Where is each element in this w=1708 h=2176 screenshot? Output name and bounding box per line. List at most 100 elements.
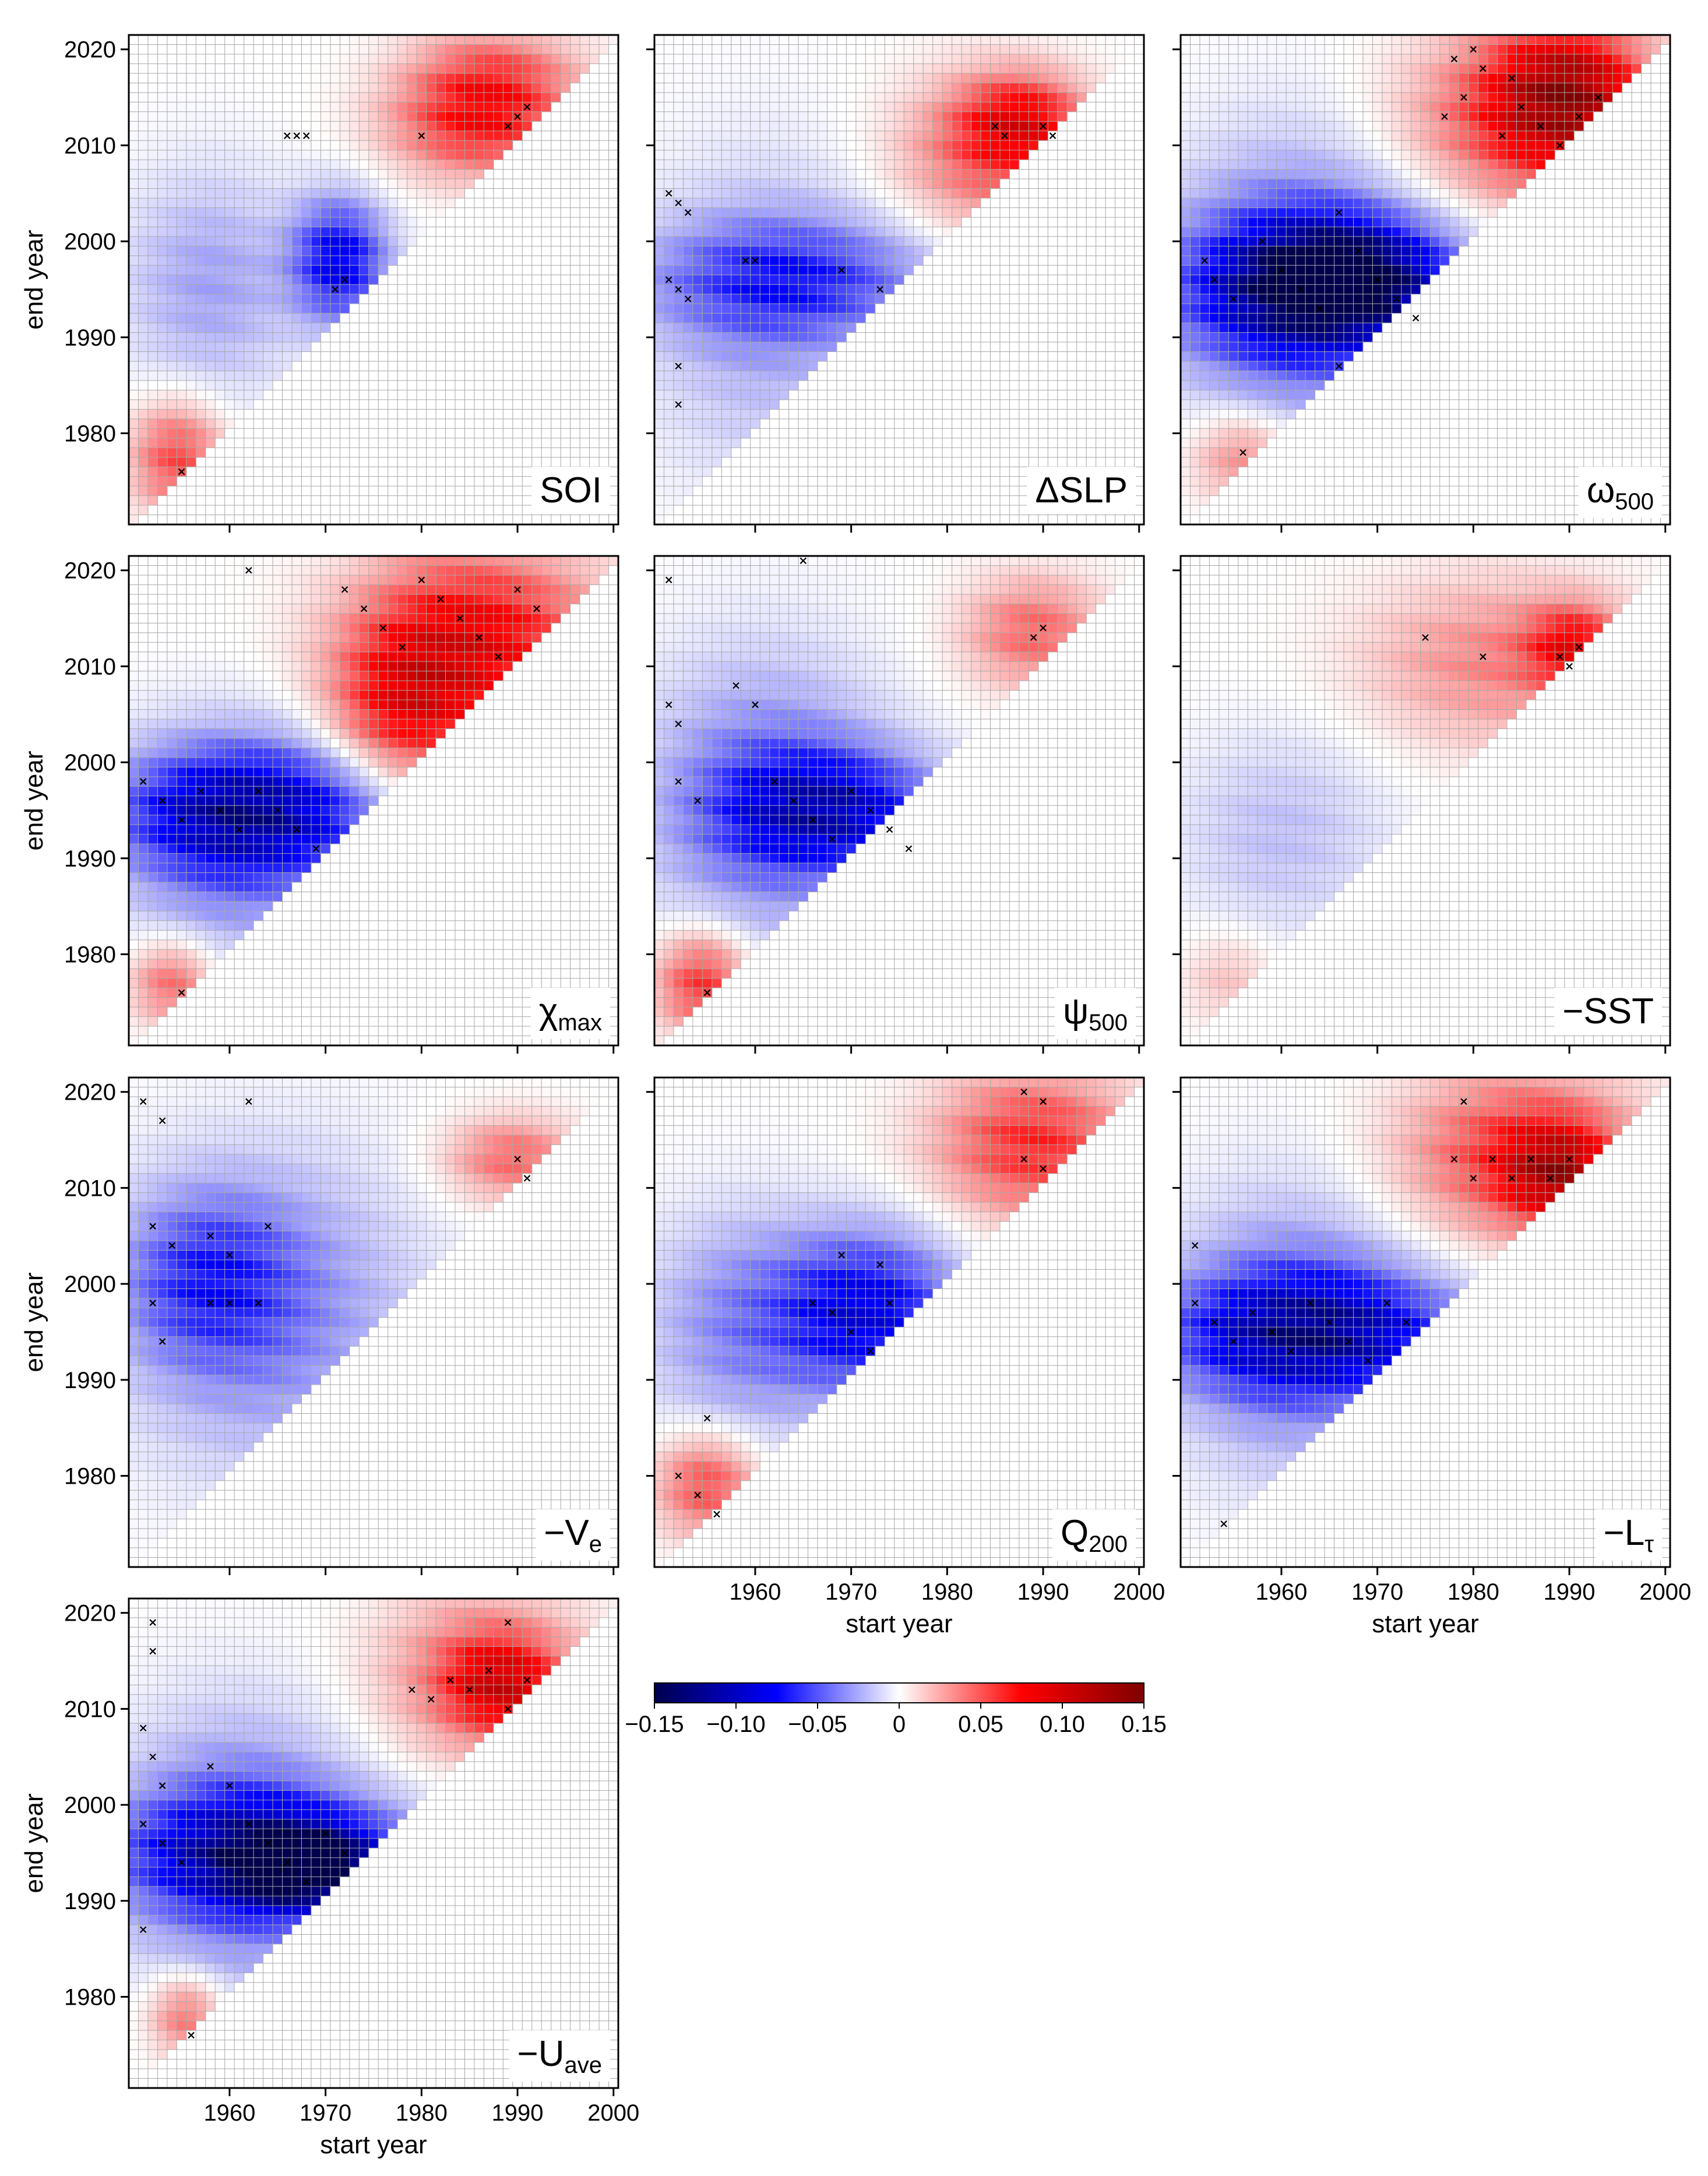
- heatmap-cell: [712, 246, 722, 256]
- heatmap-cell: [215, 920, 226, 931]
- heatmap-cell: [1305, 131, 1315, 141]
- heatmap-cell: [177, 274, 187, 285]
- heatmap-cell: [788, 284, 799, 295]
- heatmap-cell: [330, 681, 340, 691]
- heatmap-cell: [340, 198, 350, 208]
- heatmap-cell: [388, 83, 398, 93]
- heatmap-cell: [157, 978, 168, 988]
- heatmap-cell: [531, 83, 542, 93]
- heatmap-cell: [129, 179, 139, 189]
- heatmap-cell: [962, 188, 971, 199]
- heatmap-cell: [215, 594, 226, 604]
- heatmap-cell: [282, 738, 293, 748]
- heatmap-cell: [741, 188, 751, 199]
- heatmap-cell: [1219, 236, 1229, 247]
- heatmap-cell: [167, 265, 177, 276]
- heatmap-cell: [196, 882, 206, 892]
- heatmap-cell: [234, 198, 245, 208]
- heatmap-cell: [263, 351, 273, 362]
- heatmap-cell: [167, 776, 177, 787]
- heatmap-cell: [474, 160, 484, 170]
- heatmap-cell: [368, 227, 379, 237]
- heatmap-cell: [177, 92, 187, 103]
- heatmap-cell: [654, 54, 664, 64]
- heatmap-cell: [129, 661, 139, 672]
- heatmap-cell: [664, 457, 674, 467]
- heatmap-cell: [147, 863, 158, 873]
- heatmap-cell: [196, 304, 206, 314]
- heatmap-cell: [311, 795, 321, 806]
- heatmap-cell: [224, 304, 235, 314]
- heatmap-cell: [1228, 313, 1239, 323]
- heatmap-cell: [1209, 351, 1220, 362]
- heatmap-cell: [779, 179, 789, 189]
- heatmap-cell: [741, 236, 751, 247]
- heatmap-cell: [788, 64, 799, 74]
- heatmap-cell: [798, 160, 808, 170]
- heatmap-cell: [1209, 361, 1220, 371]
- heatmap-cell: [1257, 380, 1267, 390]
- heatmap-cell: [1276, 102, 1287, 112]
- heatmap-cell: [818, 246, 827, 256]
- heatmap-cell: [1238, 246, 1248, 256]
- heatmap-cell: [368, 207, 379, 218]
- heatmap-cell: [712, 390, 722, 400]
- heatmap-cell: [224, 169, 235, 179]
- heatmap-cell: [215, 661, 226, 672]
- heatmap-cell: [1507, 35, 1517, 45]
- heatmap-cell: [721, 44, 732, 55]
- heatmap-cell: [129, 399, 139, 410]
- heatmap-cell: [224, 361, 235, 371]
- heatmap-cell: [292, 323, 302, 333]
- heatmap-cell: [731, 140, 741, 151]
- heatmap-cell: [1574, 44, 1584, 55]
- heatmap-cell: [244, 332, 254, 343]
- heatmap-cell: [875, 227, 885, 237]
- heatmap-cell: [1353, 179, 1364, 189]
- heatmap-cell: [196, 901, 206, 911]
- heatmap-cell: [683, 169, 693, 179]
- heatmap-cell: [273, 140, 283, 151]
- heatmap-cell: [1526, 131, 1536, 141]
- heatmap-cell: [962, 73, 971, 83]
- heatmap-cell: [1334, 102, 1344, 112]
- heatmap-cell: [1181, 73, 1191, 83]
- heatmap-cell: [1411, 160, 1421, 170]
- heatmap-cell: [1449, 111, 1460, 122]
- heatmap-cell: [426, 131, 436, 141]
- heatmap-cell: [1286, 131, 1297, 141]
- significance-marker: [991, 122, 999, 130]
- heatmap-cell: [129, 428, 139, 439]
- heatmap-cell: [330, 236, 340, 247]
- heatmap-cell: [1564, 111, 1575, 122]
- heatmap-cell: [138, 719, 149, 729]
- heatmap-cell: [292, 776, 302, 787]
- heatmap-cell: [253, 556, 263, 566]
- heatmap-cell: [798, 236, 808, 247]
- heatmap-cell: [273, 188, 283, 199]
- heatmap-cell: [397, 35, 408, 45]
- heatmap-cell: [273, 54, 283, 64]
- heatmap-cell: [484, 44, 494, 55]
- heatmap-cell: [1353, 102, 1364, 112]
- heatmap-cell: [177, 892, 187, 902]
- heatmap-cell: [1516, 160, 1527, 170]
- heatmap-cell: [1372, 92, 1383, 103]
- heatmap-cell: [1038, 111, 1048, 122]
- heatmap-cell: [129, 834, 139, 844]
- heatmap-cell: [1228, 188, 1239, 199]
- heatmap-cell: [359, 284, 369, 295]
- heatmap-cell: [273, 565, 283, 576]
- heatmap-cell: [654, 418, 664, 429]
- heatmap-cell: [836, 179, 847, 189]
- significance-marker: [1040, 122, 1047, 130]
- heatmap-cell: [196, 294, 206, 304]
- heatmap-cell: [1382, 207, 1392, 218]
- heatmap-cell: [253, 351, 263, 362]
- heatmap-cell: [177, 911, 187, 921]
- heatmap-cell: [177, 418, 187, 429]
- heatmap-cell: [1228, 265, 1239, 276]
- heatmap-cell: [1583, 54, 1594, 64]
- heatmap-cell: [654, 131, 664, 141]
- heatmap-cell: [1574, 64, 1584, 74]
